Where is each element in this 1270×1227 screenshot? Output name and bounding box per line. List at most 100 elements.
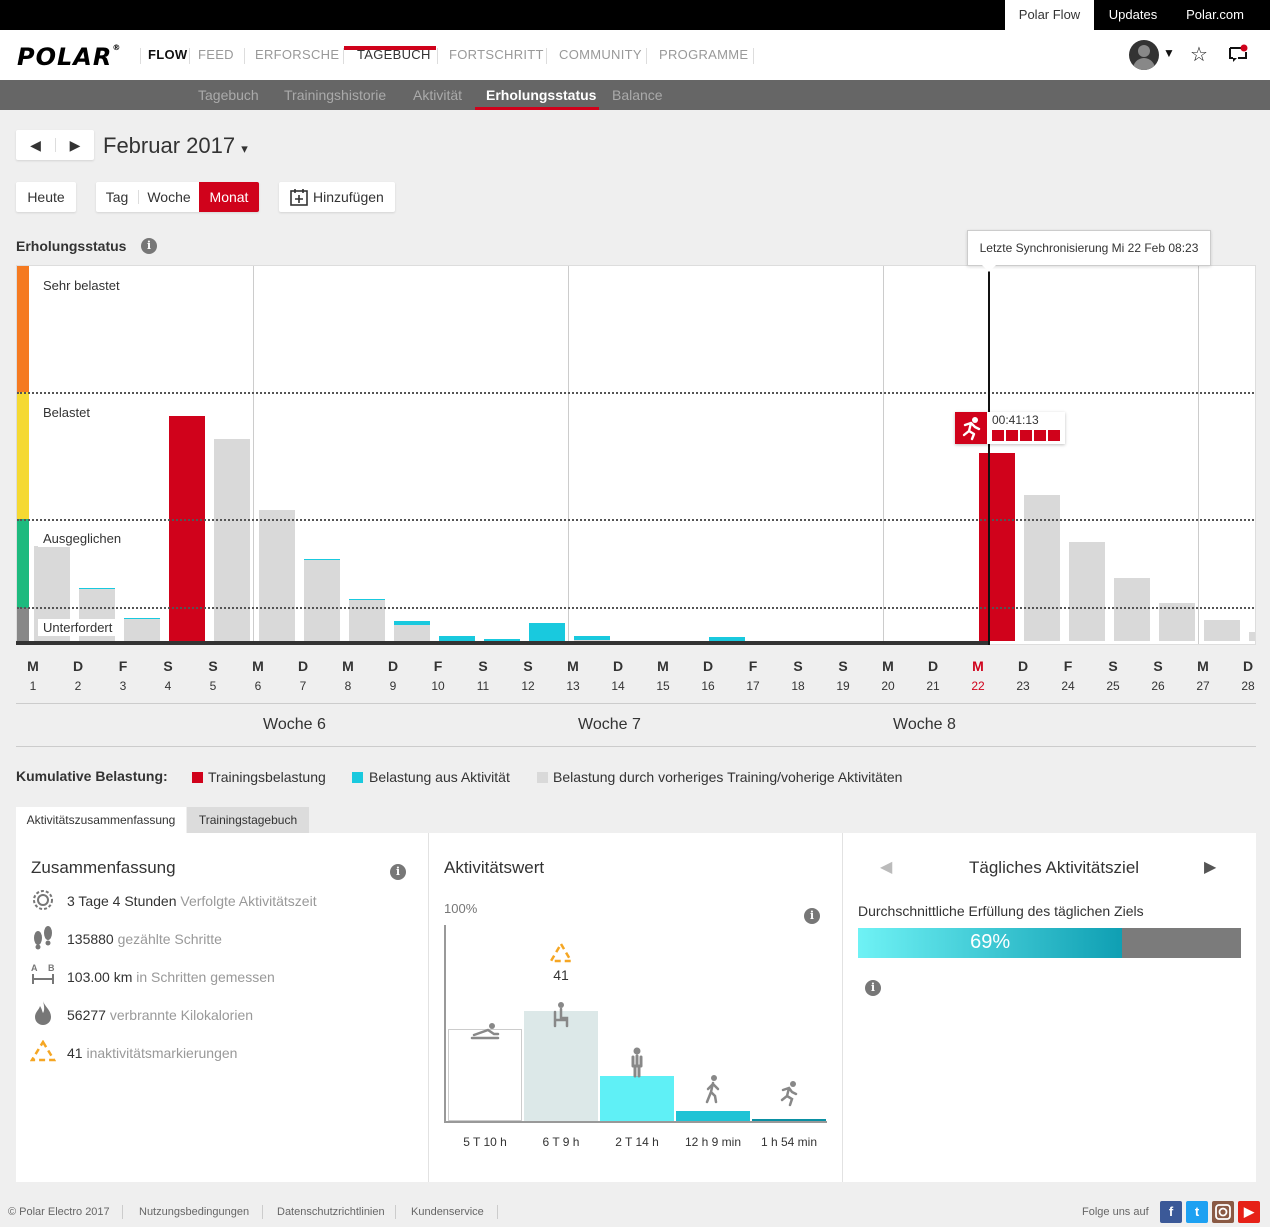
day-letter[interactable]: F: [118, 658, 128, 674]
day-number[interactable]: 23: [1016, 679, 1030, 693]
info-icon[interactable]: i: [141, 238, 157, 254]
day-number[interactable]: 6: [254, 679, 262, 693]
footer-link-privacy[interactable]: Datenschutzrichtlinien: [277, 1206, 385, 1218]
link-updates[interactable]: Updates: [1108, 7, 1158, 22]
prev-month-button[interactable]: ◀: [30, 137, 41, 153]
day-number[interactable]: 3: [119, 679, 127, 693]
day-letter[interactable]: D: [612, 658, 624, 674]
day-letter[interactable]: S: [838, 658, 848, 674]
next-goal-button[interactable]: ▶: [1204, 859, 1217, 876]
day-number[interactable]: 11: [476, 679, 490, 693]
day-number[interactable]: 26: [1151, 679, 1165, 693]
day-number[interactable]: 13: [566, 679, 580, 693]
day-number[interactable]: 15: [656, 679, 670, 693]
footer-link-support[interactable]: Kundenservice: [411, 1206, 484, 1218]
view-week-button[interactable]: Woche: [147, 189, 191, 205]
day-letter[interactable]: M: [567, 658, 579, 674]
day-number[interactable]: 5: [209, 679, 217, 693]
day-number[interactable]: 18: [791, 679, 805, 693]
day-letter[interactable]: M: [342, 658, 354, 674]
sync-device-icon[interactable]: [1228, 44, 1248, 64]
day-number[interactable]: 21: [926, 679, 940, 693]
day-letter[interactable]: D: [1242, 658, 1254, 674]
add-button[interactable]: Hinzufügen: [279, 182, 395, 212]
day-letter[interactable]: S: [523, 658, 533, 674]
day-letter[interactable]: D: [387, 658, 399, 674]
day-letter[interactable]: S: [208, 658, 218, 674]
nav-programme[interactable]: PROGRAMME: [659, 47, 749, 62]
day-number[interactable]: 9: [389, 679, 397, 693]
day-number[interactable]: 12: [521, 679, 535, 693]
polar-logo[interactable]: POLAR®: [17, 43, 122, 71]
subnav-tagebuch[interactable]: Tagebuch: [198, 87, 259, 103]
day-number[interactable]: 7: [299, 679, 307, 693]
day-number[interactable]: 8: [344, 679, 352, 693]
nav-erforsche[interactable]: ERFORSCHE: [255, 47, 340, 62]
caret-down-icon[interactable]: ▼: [1163, 46, 1175, 60]
info-icon[interactable]: i: [390, 864, 406, 880]
day-letter[interactable]: M: [972, 658, 984, 674]
day-number[interactable]: 1: [29, 679, 37, 693]
tab-training-diary[interactable]: Trainingstagebuch: [187, 807, 309, 833]
day-letter[interactable]: D: [702, 658, 714, 674]
today-button[interactable]: Heute: [16, 182, 76, 212]
prev-goal-button[interactable]: ◀: [880, 859, 893, 876]
day-letter[interactable]: S: [163, 658, 173, 674]
day-number[interactable]: 24: [1061, 679, 1075, 693]
nav-feed[interactable]: FEED: [198, 47, 234, 62]
day-letter[interactable]: D: [927, 658, 939, 674]
day-number[interactable]: 28: [1241, 679, 1255, 693]
day-letter[interactable]: F: [748, 658, 758, 674]
day-number[interactable]: 22: [971, 679, 985, 693]
info-icon[interactable]: i: [865, 980, 881, 996]
link-polar-flow[interactable]: Polar Flow: [1005, 0, 1094, 30]
month-selector[interactable]: Februar 2017 ▾: [103, 133, 248, 158]
day-letter[interactable]: D: [297, 658, 309, 674]
subnav-trainingshistorie[interactable]: Trainingshistorie: [284, 87, 387, 103]
day-number[interactable]: 2: [74, 679, 82, 693]
day-number[interactable]: 14: [611, 679, 625, 693]
day-letter[interactable]: S: [793, 658, 803, 674]
day-letter[interactable]: S: [478, 658, 488, 674]
day-letter[interactable]: D: [1017, 658, 1029, 674]
bar-day-4-training[interactable]: [169, 416, 205, 641]
nav-fortschritt[interactable]: FORTSCHRITT: [449, 47, 544, 62]
subnav-balance[interactable]: Balance: [612, 87, 663, 103]
view-month-button[interactable]: Monat: [199, 182, 259, 212]
star-icon[interactable]: ☆: [1190, 44, 1208, 66]
instagram-icon[interactable]: [1212, 1201, 1234, 1223]
day-letter[interactable]: F: [1063, 658, 1073, 674]
subnav-aktivitaet[interactable]: Aktivität: [413, 87, 463, 103]
day-letter[interactable]: M: [252, 658, 264, 674]
day-number[interactable]: 17: [746, 679, 760, 693]
twitter-icon[interactable]: t: [1186, 1201, 1208, 1223]
day-number[interactable]: 27: [1196, 679, 1210, 693]
training-session-badge[interactable]: 00:41:13: [955, 412, 1065, 444]
info-icon[interactable]: i: [804, 908, 820, 924]
day-letter[interactable]: F: [433, 658, 443, 674]
bar-day-22-training[interactable]: [979, 453, 1015, 641]
day-letter[interactable]: S: [1108, 658, 1118, 674]
facebook-icon[interactable]: f: [1160, 1201, 1182, 1223]
day-number[interactable]: 20: [881, 679, 895, 693]
subnav-erholungsstatus[interactable]: Erholungsstatus: [486, 87, 597, 103]
day-number[interactable]: 16: [701, 679, 715, 693]
nav-tagebuch[interactable]: TAGEBUCH: [357, 47, 431, 62]
nav-community[interactable]: COMMUNITY: [559, 47, 642, 62]
day-letter[interactable]: M: [882, 658, 894, 674]
day-letter[interactable]: M: [657, 658, 669, 674]
day-letter[interactable]: M: [27, 658, 39, 674]
day-number[interactable]: 10: [431, 679, 445, 693]
day-number[interactable]: 4: [164, 679, 172, 693]
day-number[interactable]: 25: [1106, 679, 1120, 693]
day-letter[interactable]: S: [1153, 658, 1163, 674]
day-letter[interactable]: M: [1197, 658, 1209, 674]
next-month-button[interactable]: ▶: [69, 137, 81, 153]
view-day-button[interactable]: Tag: [105, 189, 129, 205]
tab-activity-summary[interactable]: Aktivitätszusammenfassung: [16, 807, 186, 833]
youtube-icon[interactable]: ▶: [1238, 1201, 1260, 1223]
footer-link-terms[interactable]: Nutzungsbedingungen: [139, 1206, 250, 1218]
day-letter[interactable]: D: [72, 658, 84, 674]
avatar-icon[interactable]: [1129, 40, 1159, 70]
link-polar-com[interactable]: Polar.com: [1186, 7, 1244, 22]
